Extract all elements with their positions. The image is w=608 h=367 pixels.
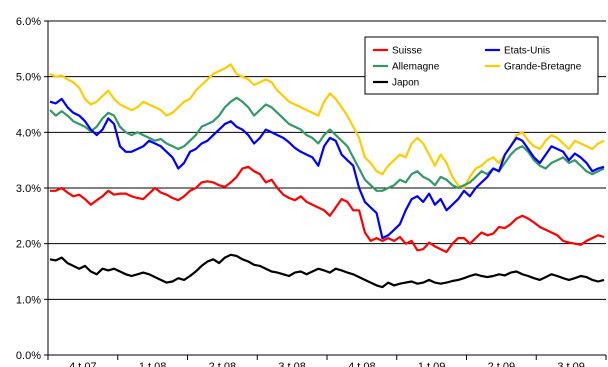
y-tick-label: 5.0% — [16, 72, 41, 84]
y-tick-label: 0.0% — [16, 350, 41, 362]
legend-label: Suisse — [392, 46, 422, 57]
legend-label: Allemagne — [392, 62, 440, 73]
x-tick-label: 3 t 08 — [278, 361, 306, 367]
x-tick-label: 4 t 07 — [69, 361, 97, 367]
x-tick-label: 1 t 08 — [139, 361, 167, 367]
y-tick-label: 2.0% — [16, 239, 41, 251]
series-lines — [49, 63, 605, 289]
legend-box — [364, 36, 599, 95]
y-tick-label: 4.0% — [16, 127, 41, 139]
legend-label: Japon — [392, 78, 419, 89]
series-line-etats-unis — [49, 97, 605, 240]
x-tick-label: 2 t 08 — [209, 361, 237, 367]
legend-label: Etats-Unis — [504, 46, 550, 57]
series-line-japon — [49, 253, 605, 289]
x-axis: 4 t 07 1 t 08 2 t 08 3 t 08 4 t 08 1 t 09 2 t … — [47, 355, 607, 367]
x-tick-label: 1 t 09 — [418, 361, 446, 367]
x-tick-label: 3 t 09 — [557, 361, 585, 367]
series-line-suisse — [50, 165, 605, 254]
series-line-allemagne — [49, 96, 605, 192]
y-tick-label: 1.0% — [16, 294, 41, 306]
legend: Suisse Etats-Unis Allemagne Grande-Bretagne… — [364, 36, 599, 95]
y-tick-label: 6.0% — [16, 16, 41, 28]
legend-label: Grande-Bretagne — [504, 62, 582, 73]
x-tick-label: 4 t 08 — [348, 361, 376, 367]
x-tick-label: 2 t 09 — [488, 361, 516, 367]
y-axis: 0.0% 1.0% 2.0% 3.0% 4.0% 5.0% 6.0% — [16, 16, 48, 362]
y-tick-label: 3.0% — [16, 183, 41, 195]
